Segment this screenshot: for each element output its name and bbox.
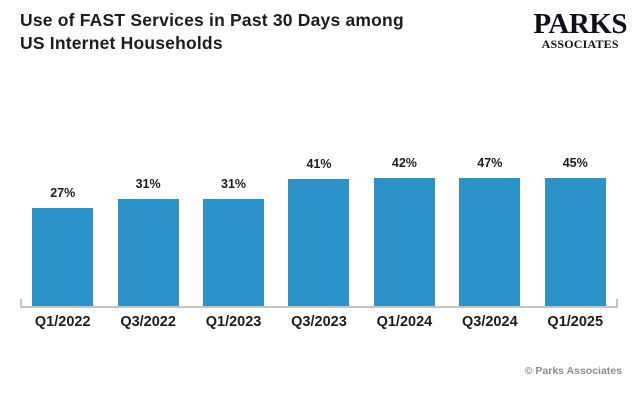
- bar-value-label: 42%: [391, 156, 417, 170]
- bar-slot: 31%: [105, 156, 190, 306]
- bar-slot: 27%: [20, 156, 105, 306]
- x-axis-label: Q3/2024: [462, 314, 518, 330]
- bar-value-label: 31%: [135, 177, 161, 192]
- bar-slot: 31%: [191, 156, 276, 306]
- chart-title: Use of FAST Services in Past 30 Days amo…: [20, 9, 480, 55]
- x-axis-label: Q1/2025: [547, 314, 604, 330]
- bar-Q3-2023: [288, 178, 350, 306]
- bar-slot: 41%: [276, 156, 361, 306]
- x-axis-label: Q1/2022: [34, 314, 91, 330]
- bar-value-label: 41%: [306, 156, 332, 171]
- bar-Q3-2024: [459, 178, 521, 306]
- bar-value-label: 27%: [50, 185, 76, 200]
- x-axis-line: [20, 299, 618, 308]
- x-axis-left-tick: [20, 299, 22, 308]
- chart-title-line1: Use of FAST Services in Past 30 Days amo…: [20, 10, 404, 30]
- x-axis-label: Q3/2023: [291, 314, 347, 330]
- logo-primary-text: PARKS: [533, 8, 627, 40]
- bar-value-label: 31%: [221, 177, 247, 192]
- bar-chart-plot-area: 27% 31% 31% 41% 42% 47% 45%: [20, 156, 618, 306]
- bar-Q1-2023: [203, 199, 265, 306]
- x-axis-label: Q1/2023: [205, 314, 262, 330]
- bar-slot: 47%: [447, 156, 532, 306]
- x-axis-right-tick: [616, 299, 618, 308]
- bar-Q1-2024: [373, 178, 435, 306]
- parks-associates-logo: PARKS ASSOCIATES: [533, 8, 627, 51]
- x-axis-label: Q1/2024: [376, 314, 433, 330]
- logo-secondary-text: ASSOCIATES: [541, 37, 619, 51]
- bar-slot: 42%: [362, 156, 447, 306]
- bar-Q1-2022: [32, 207, 94, 306]
- bar-Q3-2022: [117, 199, 179, 306]
- copyright-note: © Parks Associates: [524, 365, 622, 377]
- chart-title-line2: US Internet Households: [20, 33, 223, 53]
- x-axis-label: Q3/2022: [120, 314, 176, 330]
- bar-value-label: 45%: [562, 156, 588, 170]
- bar-value-label: 47%: [477, 156, 503, 170]
- x-axis-labels-row: Q1/2022 Q3/2022 Q1/2023 Q3/2023 Q1/2024 Q3/20…: [20, 314, 618, 330]
- bar-slot: 45%: [533, 156, 618, 306]
- bar-Q1-2025: [544, 178, 606, 306]
